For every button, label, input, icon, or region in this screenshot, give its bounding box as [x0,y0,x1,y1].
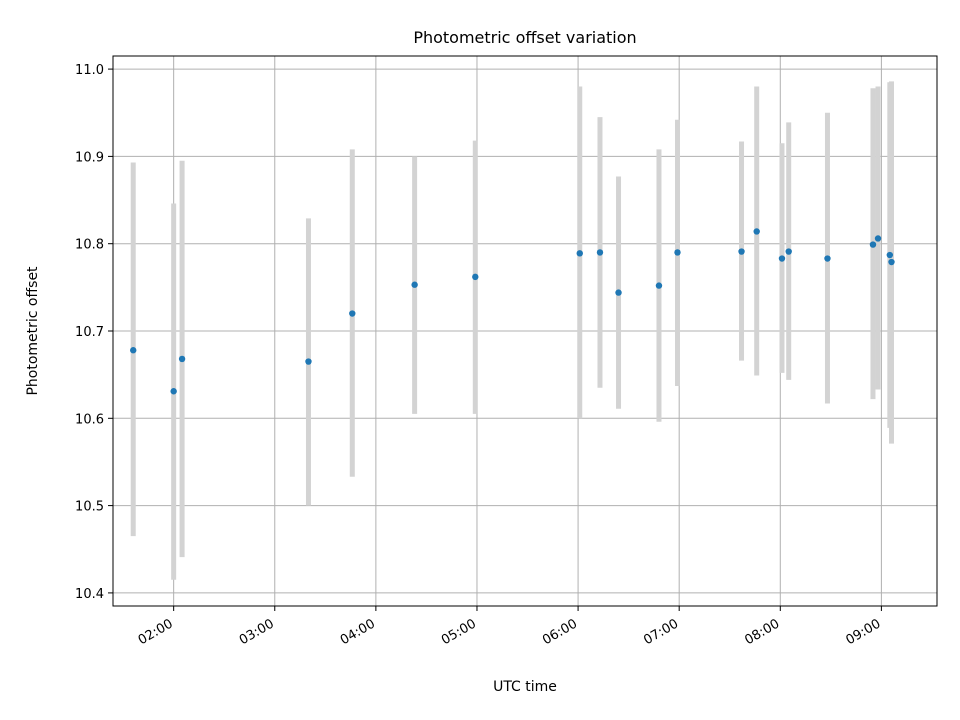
y-tick-label: 11.0 [75,63,104,78]
data-point [674,249,681,256]
data-point [888,258,895,266]
data-point [824,255,831,262]
chart-title: Photometric offset variation [413,28,636,47]
data-point [655,282,663,289]
y-tick-label: 10.8 [75,238,104,253]
data-point [753,228,760,235]
data-point [778,255,786,262]
y-tick-label: 10.4 [75,587,104,602]
y-axis-ticks: 10.4 10.5 10.6 10.7 10.8 10.9 11.0 [75,63,113,602]
x-axis-label: UTC time [493,679,557,695]
data-point [738,248,745,255]
data-point [869,241,877,248]
data-point [349,310,356,317]
y-tick-label: 10.5 [75,500,104,515]
data-point [874,235,882,242]
data-point [886,251,894,259]
data-point [411,281,418,288]
data-point [305,358,312,365]
data-point [785,248,792,255]
data-point [130,347,137,354]
data-point [615,289,622,296]
data-point [472,273,479,281]
y-tick-label: 10.6 [75,412,104,427]
data-point [178,355,186,363]
y-tick-label: 10.9 [75,150,104,165]
data-point [576,250,583,257]
data-point [596,249,604,256]
data-points [130,228,895,395]
y-tick-label: 10.7 [75,325,104,340]
y-axis-label: Photometric offset [25,266,41,396]
data-point [170,388,177,395]
